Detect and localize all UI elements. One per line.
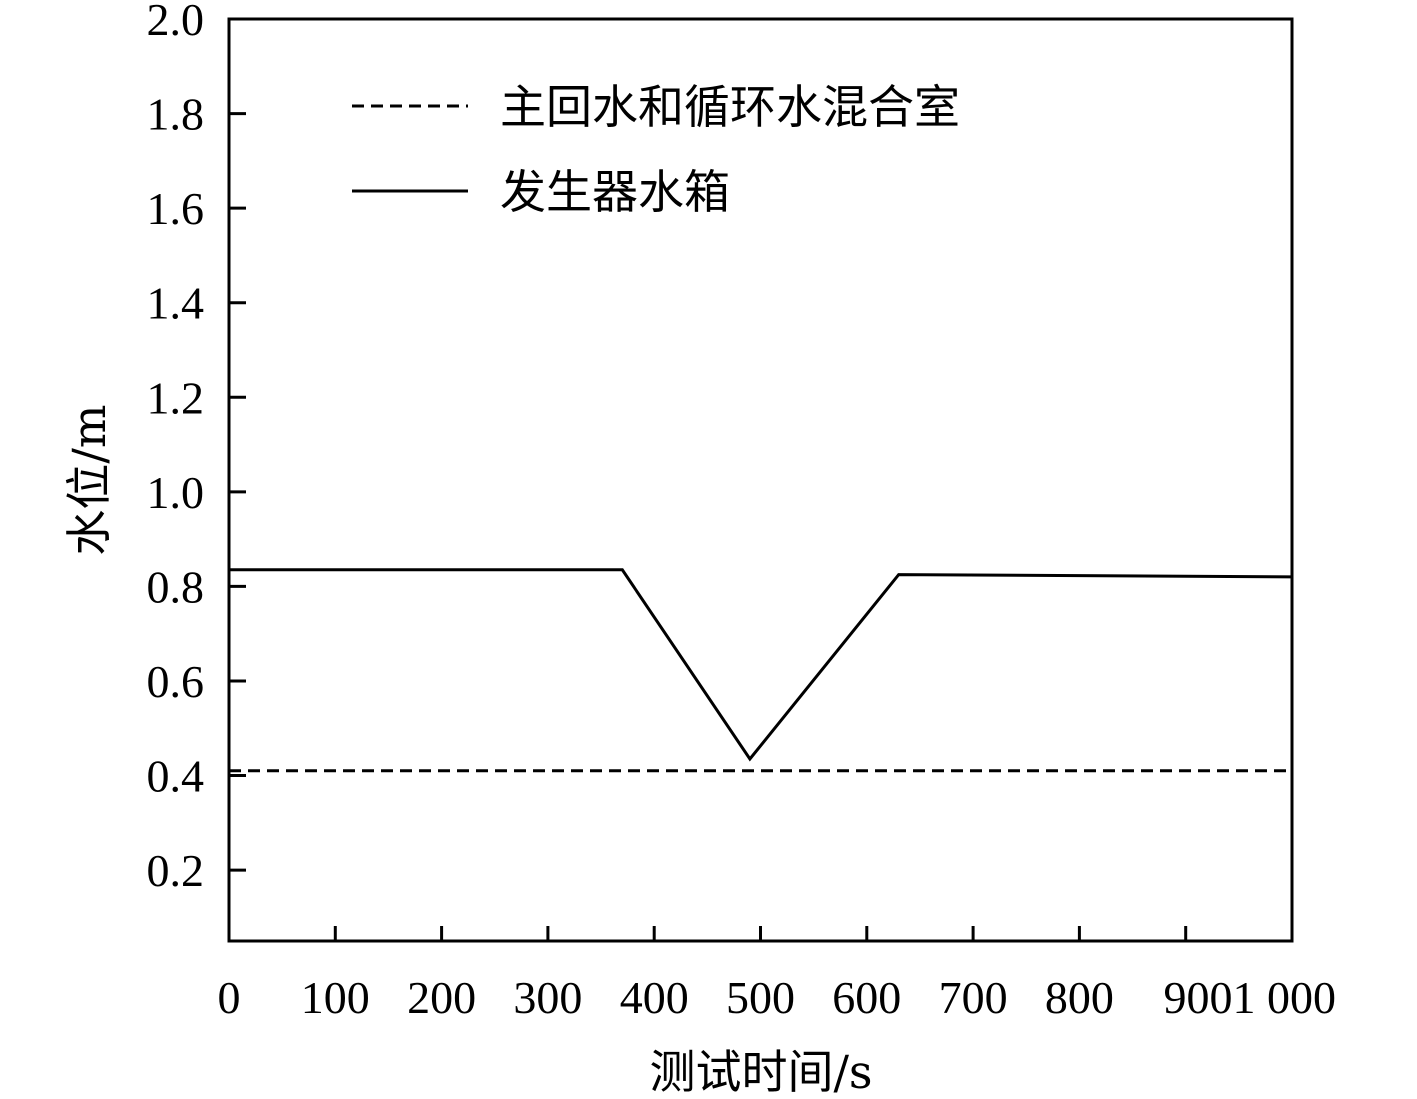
plot-frame [227, 17, 1294, 943]
legend-label-0: 主回水和循环水混合室 [500, 80, 960, 134]
legend-label-1: 发生器水箱 [500, 165, 730, 219]
y-tick-label: 0.6 [147, 656, 205, 707]
y-tick-label: 1.8 [147, 89, 205, 140]
x-tick-label: 0 [218, 972, 241, 1023]
y-axis-title: 水位/m [62, 404, 116, 555]
y-tick-label: 1.0 [147, 467, 205, 518]
y-tick-label: 0.4 [147, 751, 205, 802]
y-tick-label: 0.8 [147, 561, 205, 612]
x-tick-label: 300 [513, 972, 582, 1023]
y-tick-label: 0.2 [147, 845, 205, 896]
x-tick-label: 800 [1045, 972, 1114, 1023]
ticks-layer: 0.2 0.4 0.6 0.8 1.0 1.2 1.4 1.6 1.8 2.0 0 100 200 300… [147, 0, 1336, 1023]
y-tick-label: 1.2 [147, 372, 205, 423]
x-tick-label: 9001 000 [1163, 972, 1336, 1023]
x-tick-label: 700 [939, 972, 1008, 1023]
y-tick-label: 1.6 [147, 183, 205, 234]
x-tick-label: 400 [620, 972, 689, 1023]
series-layer [229, 568, 1293, 773]
x-tick-label: 500 [726, 972, 795, 1023]
y-tick-label: 2.0 [147, 0, 205, 45]
y-tick-label: 1.4 [147, 278, 205, 329]
x-axis-title: 测试时间/s [649, 1045, 872, 1099]
series-line-1 [229, 568, 1293, 762]
x-tick-label: 200 [407, 972, 476, 1023]
x-tick-label: 100 [301, 972, 370, 1023]
x-tick-label: 600 [832, 972, 901, 1023]
